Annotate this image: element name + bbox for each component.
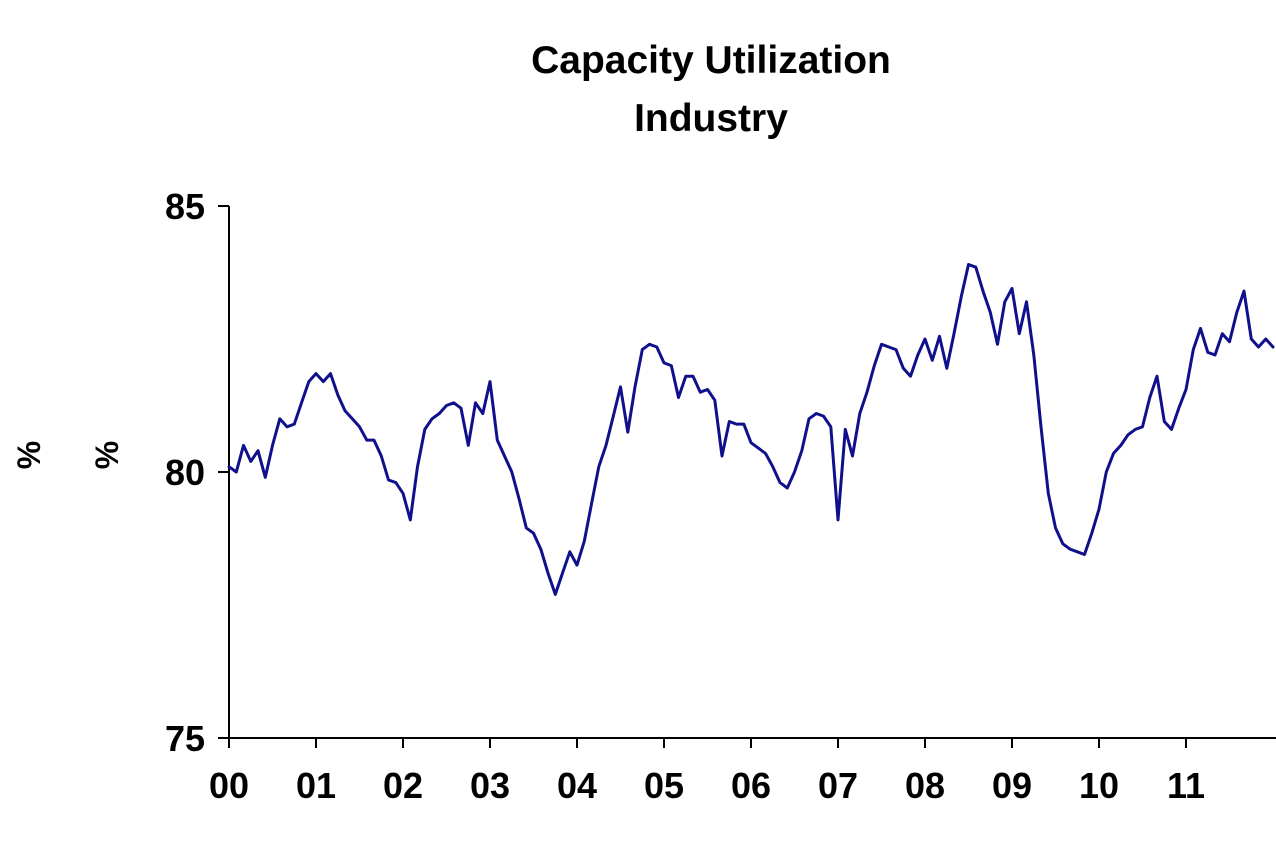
y-tick-label: 80	[165, 452, 205, 493]
x-tick-label: 05	[644, 765, 684, 806]
data-line	[227, 263, 1275, 596]
y-axis-label-inner: %	[89, 441, 125, 469]
x-tick-label: 09	[992, 765, 1032, 806]
y-tick-label: 85	[165, 186, 205, 227]
x-tick-label: 03	[470, 765, 510, 806]
chart-title-line1: Capacity Utilization	[531, 39, 891, 82]
x-tick-label: 02	[383, 765, 423, 806]
x-tick-label: 10	[1079, 765, 1119, 806]
x-tick-label: 01	[296, 765, 336, 806]
x-tick-label: 11	[1167, 765, 1205, 806]
y-axis-label-outer: %	[11, 441, 47, 469]
x-tick-label: 08	[905, 765, 945, 806]
series-group	[227, 263, 1275, 596]
y-tick-label: 75	[165, 718, 205, 759]
x-tick-label: 04	[557, 765, 597, 806]
x-tick-label: 07	[818, 765, 858, 806]
x-tick-label: 00	[209, 765, 249, 806]
chart-title-line2: Industry	[634, 97, 788, 140]
x-tick-label: 06	[731, 765, 771, 806]
